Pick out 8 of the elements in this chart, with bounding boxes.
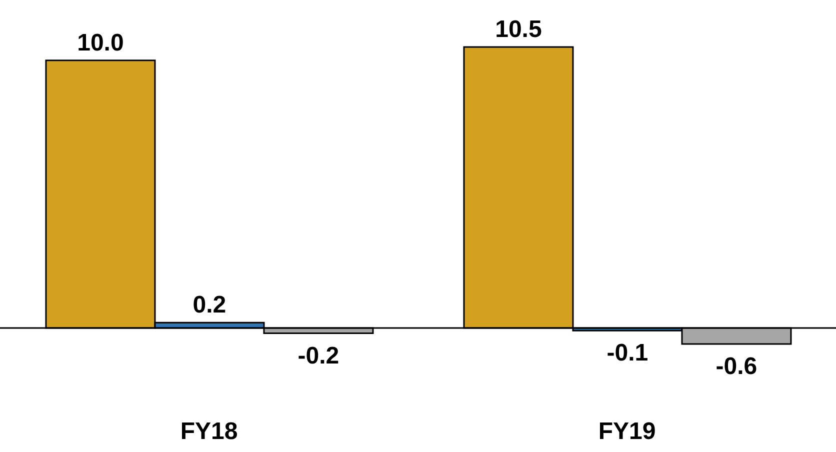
data-label: 10.0 bbox=[77, 29, 124, 56]
x-tick-label: FY19 bbox=[598, 418, 656, 446]
data-label: -0.2 bbox=[298, 342, 340, 370]
data-label: -0.6 bbox=[716, 353, 758, 380]
data-label: 0.2 bbox=[192, 292, 226, 319]
data-label: -0.1 bbox=[606, 340, 648, 367]
data-label: 10.5 bbox=[495, 16, 542, 43]
x-tick-label: FY18 bbox=[180, 418, 238, 446]
